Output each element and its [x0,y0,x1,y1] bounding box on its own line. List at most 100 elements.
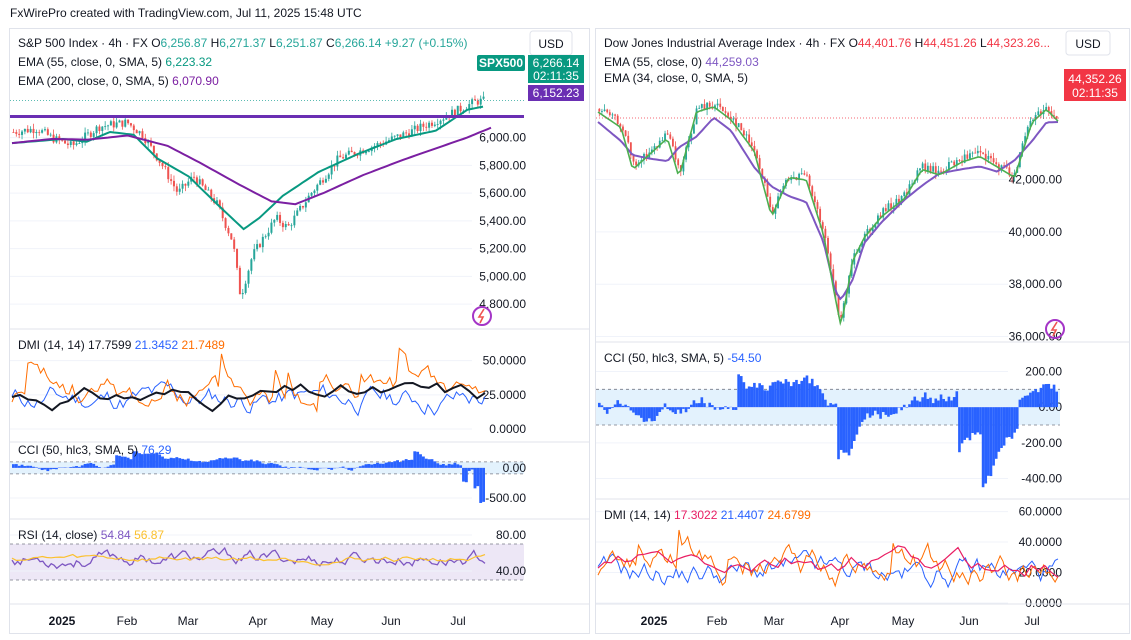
dji-chart-panel[interactable]: 42,000.00 40,000.00 38,000.00 36,000.00 Dow … [595,28,1130,634]
candle-body [879,215,882,218]
cci-bar [868,407,872,418]
cci-bar [195,461,199,468]
candle-body [1037,111,1040,116]
cci-bar [658,407,662,412]
spx-chart-panel[interactable]: 6,000.00 5,800.00 5,600.00 5,400.00 5,200.00… [9,28,590,634]
spx-chart-svg[interactable]: 6,000.00 5,800.00 5,600.00 5,400.00 5,200.00… [10,29,589,633]
candle-body [997,164,1000,170]
candle-body [38,131,41,133]
cci-bar [881,407,885,413]
cci-bar [184,459,187,468]
cci-bar [624,404,627,408]
candle-body [727,112,730,117]
candle-body [721,106,724,112]
spx-currency-label: USD [538,37,564,51]
candle-body [66,143,69,145]
candle-body [15,132,18,134]
candle-body [874,223,877,228]
cci-bar [476,467,480,487]
cci-bar [155,452,159,468]
candle-body [86,132,89,134]
candle-body [882,208,885,218]
cci-bar [224,457,227,468]
candle-body [653,146,656,150]
cci-bar [439,464,442,468]
candle-body [750,142,753,146]
candle-body [877,215,879,224]
cci-bar [281,466,285,468]
candle-body [1026,126,1029,137]
candle-body [982,152,985,154]
cci-bar [892,407,896,415]
candle-body [109,121,112,126]
candle-body [832,269,835,282]
cci-bar [813,386,817,408]
candle-body [413,125,416,130]
candle-body [210,189,213,199]
candle-body [598,108,601,112]
candle-body [253,249,256,260]
dji-chart-svg[interactable]: 42,000.00 40,000.00 38,000.00 36,000.00 Dow … [596,29,1129,633]
candle-body [104,126,107,127]
cci-bar [616,400,620,408]
candle-body [324,178,327,183]
candle-body [161,162,164,167]
candle-body [293,215,296,226]
candle-body [953,161,956,166]
cci-bar [373,463,377,468]
candle-body [974,152,977,154]
cci-bar [14,464,18,468]
cci-bar [692,400,696,408]
cci-bar [763,390,767,408]
cci-bar [739,376,743,408]
spx-dmi-plus-line [11,381,486,417]
cci-bar [421,456,425,468]
candle-body [445,116,448,120]
candle-body [966,154,969,159]
candle-body [89,132,92,137]
x-axis-tick: Feb [707,614,728,628]
candle-body [971,152,974,154]
candle-body [916,170,919,181]
candle-body [21,131,24,135]
cci-bar [201,462,205,468]
cci-bar [774,381,777,408]
cci-bar [626,406,630,408]
candle-body [950,161,953,163]
candle-body [347,150,350,155]
candle-body [64,140,67,144]
cci-bar [298,466,302,468]
dji-last-price-tag [1064,69,1126,101]
cci-bar [149,454,153,468]
spx-cci-y-tick: 0.00 [503,461,527,475]
candle-body [798,173,801,180]
cci-bar [921,397,924,408]
cci-bar [760,385,764,408]
cci-bar [436,463,440,468]
candle-body [138,131,141,134]
cci-bar [634,407,638,416]
candle-body [803,173,806,175]
candle-body [924,163,927,172]
candle-body [330,165,333,175]
candle-body [233,239,236,249]
candle-body [29,128,32,133]
candle-body [955,160,958,166]
cci-bar [1018,399,1022,408]
candle-body [800,173,803,175]
candle-body [969,153,971,159]
dji-cci-y-tick: -200.00 [1021,436,1062,450]
dji-cci-legend: CCI (50, hlc3, SMA, 5) -54.50 [604,351,762,365]
cci-bar [958,407,961,453]
cci-bar [344,467,348,469]
cci-bar [204,461,207,468]
candle-body [661,140,664,142]
cci-bar [272,463,276,468]
candle-body [310,192,313,196]
candle-body [95,126,98,134]
candle-body [112,121,115,128]
cci-bar [92,463,96,468]
cci-bar [358,466,362,468]
cci-bar [960,407,964,444]
cci-bar [209,460,213,468]
